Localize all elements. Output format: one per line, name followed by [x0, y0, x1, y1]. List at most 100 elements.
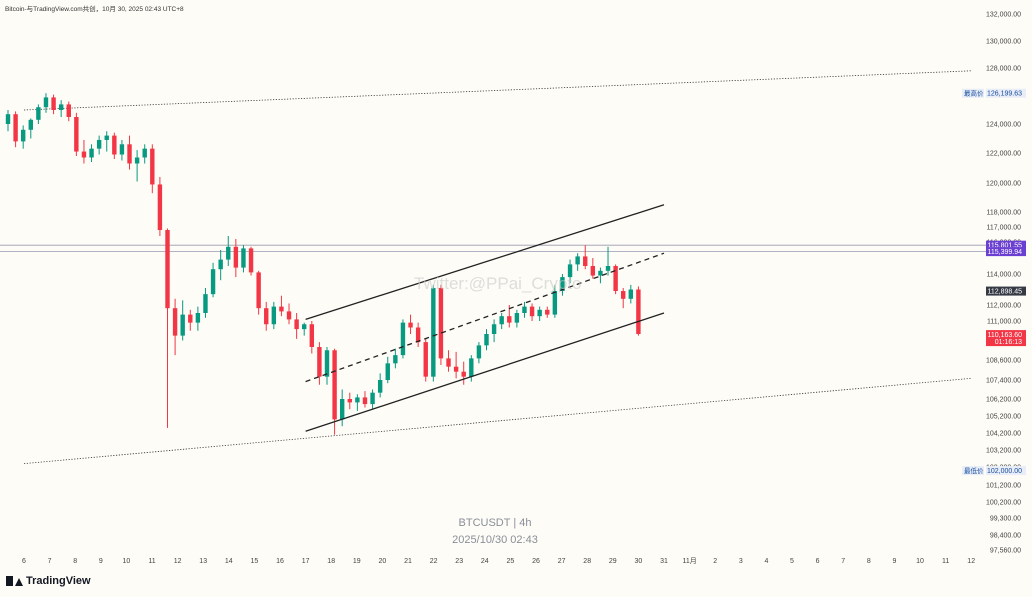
x-tick-label: 27 [558, 558, 566, 565]
candle-body [279, 306, 284, 312]
price-label-bg [986, 88, 1026, 98]
x-tick-label: 19 [353, 558, 361, 565]
channel-price-badge-bg [986, 286, 1026, 296]
x-axis: 6 7 8 9 10 11 12 13 14 15 16 17 18 19 20 21 22 23 24 25 26 27… [22, 557, 975, 565]
candle-body [195, 313, 201, 323]
candle-body [13, 114, 18, 142]
candle-body [560, 277, 565, 292]
candle-body [89, 148, 94, 158]
hline-price-badge-bg [986, 240, 1026, 250]
y-tick-label: 112,000.00 [986, 303, 1021, 310]
x-tick-label: 21 [404, 558, 412, 565]
price-label-tag: 最低价 [964, 466, 984, 475]
hline-price-badge-bg [986, 247, 1026, 257]
x-tick-label: 9 [892, 558, 896, 565]
x-tick-label: 10 [123, 558, 131, 565]
y-tick-label: 117,000.00 [986, 225, 1021, 232]
candle-body [226, 246, 231, 260]
candle-body [5, 114, 11, 124]
x-tick-label: 29 [609, 558, 617, 565]
x-tick-label: 6 [22, 558, 26, 565]
y-tick-label: 108,600.00 [986, 358, 1021, 365]
hline-price-badge: 115,801.55 [987, 243, 1022, 250]
x-tick-label: 5 [790, 558, 794, 565]
x-tick-label: 11 [942, 558, 949, 565]
y-tick-label: 122,000.00 [986, 151, 1021, 158]
candle-body [309, 324, 315, 347]
x-tick-label: 7 [841, 558, 845, 565]
candle-body [256, 272, 261, 309]
candle-body [408, 322, 413, 328]
y-tick-label: 106,200.00 [986, 397, 1021, 404]
candle-body [165, 230, 170, 309]
candle-body [400, 322, 406, 356]
candle-body [180, 314, 185, 336]
y-tick-label: 104,200.00 [986, 431, 1021, 438]
candle-body [529, 306, 535, 317]
y-tick-label: 118,000.00 [986, 210, 1021, 217]
x-tick-label: 12 [174, 558, 182, 565]
candle-body [393, 355, 398, 364]
candle-body [415, 327, 421, 343]
y-tick-label: 128,000.00 [986, 66, 1021, 73]
candle-body [218, 259, 223, 270]
candle-body [613, 266, 618, 292]
x-tick-label: 11 [148, 558, 155, 565]
candle-body [567, 264, 573, 278]
y-tick-label: 132,000.00 [986, 12, 1021, 19]
x-tick-label: 7 [48, 558, 52, 565]
x-tick-label: 3 [739, 558, 743, 565]
candle-body [605, 266, 611, 271]
symbol-label: BTCUSDT | 4h [458, 517, 532, 529]
x-tick-label: 24 [481, 558, 489, 565]
y-tick-label: 98,400.00 [990, 533, 1021, 540]
y-tick-label: 100,200.00 [986, 500, 1021, 507]
candle-body [317, 347, 322, 377]
y-tick-label: 114,000.00 [986, 272, 1021, 279]
candle-body [332, 350, 337, 420]
long-trendline-lower [23, 377, 972, 464]
x-tick-label: 11月 [682, 557, 696, 565]
price-label: 126,199.63 [987, 91, 1022, 98]
candle-body [552, 291, 558, 315]
candle-body [142, 148, 147, 158]
candle-body [347, 399, 352, 403]
candle-body [377, 380, 383, 393]
candle-body [339, 399, 345, 420]
candle-body [484, 334, 489, 346]
candle-body [81, 151, 87, 158]
candle-body [248, 248, 254, 273]
candle-body [233, 246, 239, 268]
candle-body [172, 308, 178, 336]
candle-body [150, 148, 155, 185]
candle-body [423, 342, 428, 377]
long-trendline-upper [23, 70, 972, 111]
x-tick-label: 10 [916, 558, 924, 565]
x-tick-label: 20 [379, 558, 387, 565]
brand-name: TradingView [26, 575, 91, 587]
brand-logo[interactable]: TradingView [6, 575, 91, 587]
candle-body [119, 144, 125, 155]
candles [5, 93, 641, 435]
channel-upper-line [305, 204, 665, 321]
x-tick-label: 18 [327, 558, 335, 565]
candle-body [545, 309, 550, 315]
countdown-label: 01:16:13 [995, 339, 1022, 346]
candle-body [537, 309, 542, 317]
candle-body [598, 270, 603, 276]
hline-price-badge: 115,399.94 [987, 249, 1022, 256]
candle-body [628, 289, 634, 299]
price-label-tag-bg [962, 88, 984, 98]
x-tick-label: 8 [73, 558, 77, 565]
candle-body [461, 371, 466, 377]
x-tick-label: 16 [276, 558, 284, 565]
candle-body [362, 397, 368, 405]
x-tick-label: 30 [635, 558, 643, 565]
y-tick-label: 120,000.00 [986, 181, 1021, 188]
candle-body [271, 306, 277, 325]
candle-body [51, 97, 56, 110]
price-label: 102,000.00 [987, 468, 1022, 475]
x-tick-label: 13 [199, 558, 207, 565]
candle-body [286, 311, 292, 320]
